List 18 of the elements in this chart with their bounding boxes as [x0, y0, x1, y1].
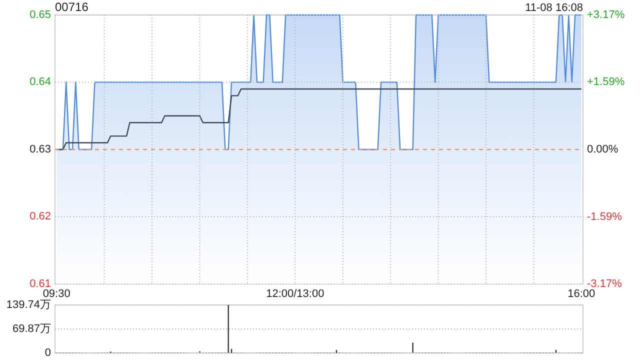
- y-tick-label: 0.63: [30, 143, 51, 156]
- x-tick-label: 09:30: [42, 288, 70, 300]
- chart-title: 00716: [55, 0, 89, 14]
- x-tick-label: 16:00: [568, 288, 596, 300]
- y2-tick-label: -3.17%: [587, 278, 622, 290]
- y-tick-label: 0.61: [30, 278, 51, 290]
- y-tick-label: 69.87万: [12, 322, 51, 335]
- y2-tick-label: +1.59%: [587, 76, 625, 88]
- y2-tick-label: -1.59%: [587, 210, 622, 223]
- y-tick-label: 0.62: [30, 210, 51, 223]
- y-tick-label: 0: [44, 346, 51, 359]
- text: 11-08 16:08: [525, 2, 583, 14]
- y2-tick-label: +3.17%: [587, 8, 625, 21]
- y-tick-label: 139.74万: [6, 298, 51, 311]
- y-tick-label: 0.64: [30, 76, 51, 88]
- x-tick-label: 12:00/13:00: [266, 288, 324, 300]
- y-tick-label: 0.65: [30, 8, 51, 21]
- y2-tick-label: 0.00%: [587, 143, 618, 156]
